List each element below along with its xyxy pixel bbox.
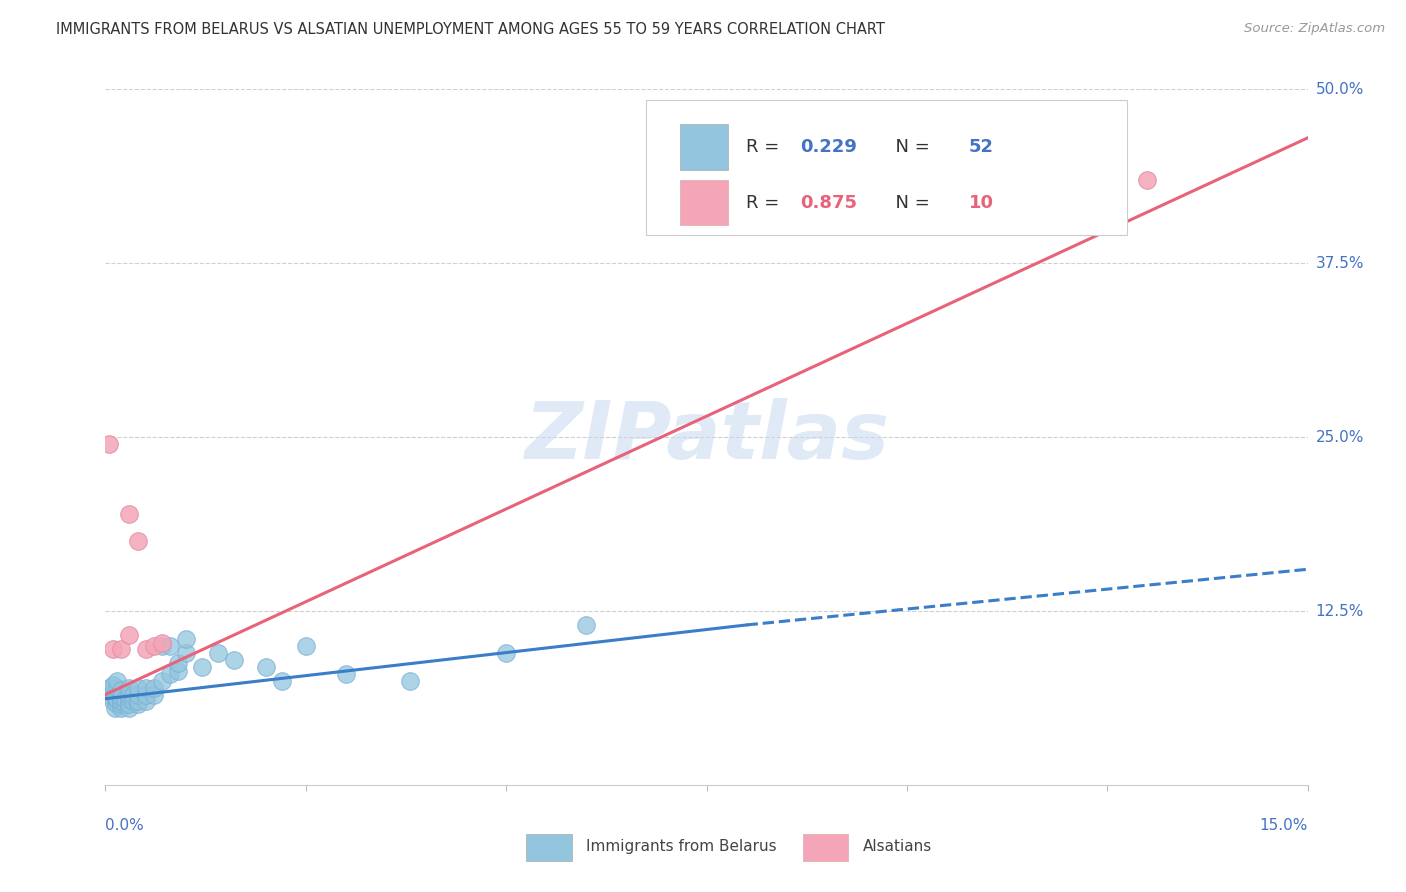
- Point: [142, 688, 165, 702]
- Point: [110, 641, 132, 656]
- Point: [103, 678, 125, 692]
- Point: [107, 691, 129, 706]
- Point: [104, 690, 127, 705]
- Point: [159, 666, 181, 681]
- Point: [575, 618, 598, 632]
- FancyBboxPatch shape: [681, 180, 728, 225]
- Point: [118, 698, 141, 712]
- Point: [118, 701, 141, 715]
- FancyBboxPatch shape: [526, 834, 572, 862]
- Point: [222, 653, 245, 667]
- Point: [110, 694, 132, 708]
- Text: 25.0%: 25.0%: [1316, 430, 1364, 444]
- Point: [103, 641, 125, 656]
- Point: [118, 507, 141, 521]
- Point: [110, 690, 132, 705]
- Point: [207, 646, 229, 660]
- Point: [150, 639, 173, 653]
- Point: [110, 683, 132, 698]
- Point: [174, 646, 197, 660]
- Point: [127, 688, 149, 702]
- Point: [118, 691, 141, 706]
- Text: 12.5%: 12.5%: [1316, 604, 1364, 618]
- Text: 10: 10: [969, 194, 994, 211]
- Point: [98, 681, 121, 695]
- Text: Alsatians: Alsatians: [863, 838, 932, 854]
- Text: Immigrants from Belarus: Immigrants from Belarus: [586, 838, 778, 854]
- Point: [107, 681, 129, 695]
- Point: [135, 688, 157, 702]
- Point: [190, 659, 212, 673]
- Text: N =: N =: [884, 138, 936, 156]
- Point: [270, 673, 292, 688]
- Point: [107, 673, 129, 688]
- Point: [135, 694, 157, 708]
- Text: 0.229: 0.229: [800, 138, 858, 156]
- Point: [1136, 172, 1159, 186]
- Text: 0.875: 0.875: [800, 194, 858, 211]
- Point: [142, 681, 165, 695]
- FancyBboxPatch shape: [681, 124, 728, 169]
- Point: [127, 534, 149, 549]
- Point: [101, 683, 124, 698]
- Point: [166, 664, 188, 678]
- Point: [166, 656, 188, 670]
- Text: 15.0%: 15.0%: [1260, 818, 1308, 833]
- Text: 37.5%: 37.5%: [1316, 256, 1364, 270]
- Point: [110, 701, 132, 715]
- Point: [150, 636, 173, 650]
- Point: [103, 694, 125, 708]
- Text: 0.0%: 0.0%: [105, 818, 145, 833]
- Text: N =: N =: [884, 194, 936, 211]
- FancyBboxPatch shape: [803, 834, 848, 862]
- Point: [127, 698, 149, 712]
- Point: [135, 641, 157, 656]
- FancyBboxPatch shape: [647, 100, 1128, 235]
- Point: [114, 698, 136, 712]
- Point: [127, 694, 149, 708]
- Text: 52: 52: [969, 138, 994, 156]
- Point: [295, 639, 318, 653]
- Point: [104, 701, 127, 715]
- Point: [254, 659, 277, 673]
- Point: [399, 673, 422, 688]
- Text: IMMIGRANTS FROM BELARUS VS ALSATIAN UNEMPLOYMENT AMONG AGES 55 TO 59 YEARS CORRE: IMMIGRANTS FROM BELARUS VS ALSATIAN UNEM…: [56, 22, 886, 37]
- Point: [118, 681, 141, 695]
- Point: [495, 646, 517, 660]
- Point: [122, 688, 145, 702]
- Point: [335, 666, 357, 681]
- Point: [174, 632, 197, 646]
- Point: [142, 639, 165, 653]
- Point: [114, 691, 136, 706]
- Text: ZIPatlas: ZIPatlas: [524, 398, 889, 476]
- Point: [98, 688, 121, 702]
- Point: [127, 681, 149, 695]
- Point: [118, 688, 141, 702]
- Text: R =: R =: [747, 194, 785, 211]
- Point: [107, 698, 129, 712]
- Point: [135, 681, 157, 695]
- Point: [98, 437, 121, 451]
- Point: [122, 694, 145, 708]
- Point: [159, 639, 181, 653]
- Point: [110, 698, 132, 712]
- Text: 50.0%: 50.0%: [1316, 82, 1364, 96]
- Point: [150, 673, 173, 688]
- Text: Source: ZipAtlas.com: Source: ZipAtlas.com: [1244, 22, 1385, 36]
- Point: [118, 628, 141, 642]
- Text: R =: R =: [747, 138, 785, 156]
